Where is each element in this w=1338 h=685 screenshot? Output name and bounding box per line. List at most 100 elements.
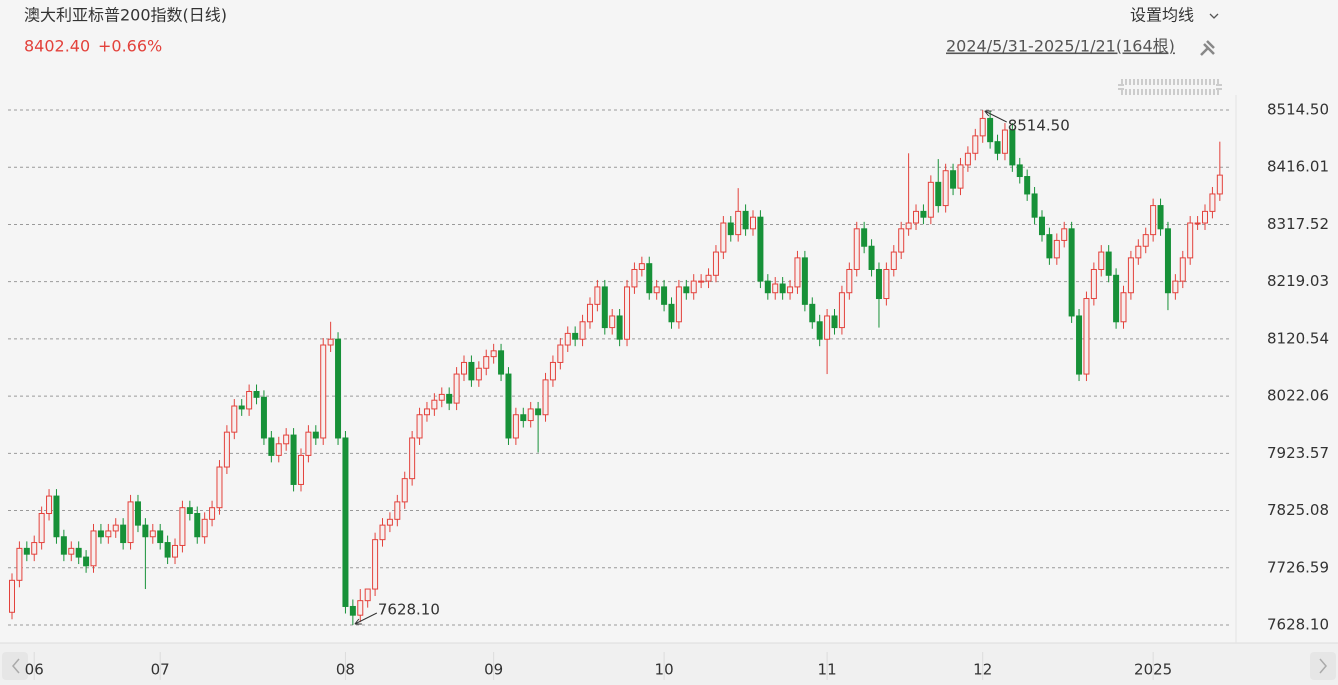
ma-button[interactable]: 设置均线 — [1130, 6, 1194, 25]
x-tick-label: 11 — [818, 661, 837, 679]
candle-body — [549, 361, 556, 381]
candle-body — [1038, 216, 1045, 236]
candle-body — [564, 332, 571, 346]
candle-body — [979, 117, 986, 137]
candle-body — [683, 286, 690, 294]
candle-body — [764, 280, 771, 294]
candle-body — [935, 181, 942, 207]
candle-body — [720, 222, 727, 253]
y-tick-label: 7726.59 — [1267, 558, 1329, 576]
candle-body — [1164, 228, 1171, 294]
candle-body — [68, 547, 75, 555]
candle-body — [342, 437, 349, 607]
last-price: 8402.40 — [24, 37, 90, 56]
candle-body — [905, 222, 912, 230]
candle-body — [1053, 239, 1060, 259]
candle-body — [505, 373, 512, 439]
min-arrow — [354, 612, 378, 625]
candle-body — [260, 396, 267, 439]
candle-body — [349, 605, 356, 616]
candle-body — [468, 361, 475, 381]
candle-body — [297, 454, 304, 485]
candle-body — [335, 338, 342, 439]
x-tick-label: 12 — [973, 661, 992, 679]
candle-body — [409, 437, 416, 480]
candle-body — [357, 600, 364, 616]
candle-body — [705, 274, 712, 282]
candle-body — [809, 303, 816, 323]
candle-body — [875, 268, 882, 300]
candle-body — [127, 501, 134, 544]
candle-body — [883, 268, 890, 300]
candle-body — [275, 443, 282, 456]
candle-body — [735, 210, 742, 236]
candle-body — [364, 588, 371, 602]
candle-body — [1076, 315, 1083, 375]
candle-body — [942, 170, 949, 207]
y-tick-label: 8219.03 — [1267, 272, 1329, 290]
price-change: +0.66% — [98, 37, 162, 56]
candle-body — [157, 530, 164, 544]
candle-body — [1187, 222, 1194, 259]
scroll-right-arrow — [1319, 658, 1327, 674]
scroll-left[interactable] — [2, 652, 28, 680]
candle-body — [1098, 251, 1105, 270]
candle-body — [372, 539, 379, 590]
candle-body — [1135, 245, 1142, 259]
candle-body — [246, 390, 253, 410]
x-tick-label: 10 — [655, 661, 674, 679]
candle-body — [542, 379, 549, 416]
candle-body — [423, 408, 430, 416]
candle-body — [461, 361, 468, 375]
candle-body — [38, 513, 45, 544]
candle-body — [520, 414, 527, 422]
candle-body — [816, 321, 823, 340]
ma-strip — [1118, 79, 1222, 95]
candle-body — [950, 170, 957, 189]
candle-body — [201, 518, 208, 538]
min-label: 7628.10 — [378, 601, 440, 619]
candle-body — [105, 530, 112, 538]
candle-body — [231, 405, 238, 433]
candle-body — [438, 393, 445, 401]
candle-body — [824, 315, 831, 340]
candle-body — [594, 286, 601, 305]
candle-body — [1216, 174, 1223, 195]
candle-body — [638, 263, 645, 270]
candle-body — [794, 257, 801, 288]
candle-body — [853, 228, 860, 270]
candle-body — [698, 280, 705, 283]
candle-body — [223, 431, 230, 468]
candle-body — [305, 431, 312, 456]
candle-body — [1046, 234, 1053, 259]
candle-body — [579, 321, 586, 340]
candle-body — [431, 399, 438, 410]
candle-body — [712, 251, 719, 276]
y-tick-label: 8317.52 — [1267, 215, 1329, 233]
candle-body — [1090, 268, 1097, 300]
candle-body — [750, 216, 756, 230]
candle-body — [772, 283, 779, 294]
candle-body — [83, 556, 90, 567]
scroll-right[interactable] — [1310, 652, 1336, 680]
candle-body — [586, 303, 593, 323]
candle-body — [416, 414, 423, 439]
candle-body — [142, 524, 149, 538]
candle-body — [172, 544, 179, 558]
candle-body — [690, 280, 697, 294]
candle-body — [1031, 193, 1038, 218]
x-tick-label: 09 — [484, 661, 503, 679]
date-range[interactable]: 2024/5/31-2025/1/21(164根) — [946, 37, 1175, 56]
candle-body — [913, 210, 920, 224]
candle-body — [394, 501, 401, 520]
y-tick-label: 8022.06 — [1267, 387, 1329, 405]
candle-body — [31, 542, 38, 555]
candle-body — [957, 164, 964, 189]
y-tick-label: 7825.08 — [1267, 501, 1329, 519]
y-tick-label: 7628.10 — [1267, 616, 1329, 634]
candle-body — [1061, 228, 1068, 241]
pin-icon[interactable] — [1200, 40, 1215, 56]
candle-body — [1150, 205, 1157, 236]
candle-body — [535, 408, 542, 416]
